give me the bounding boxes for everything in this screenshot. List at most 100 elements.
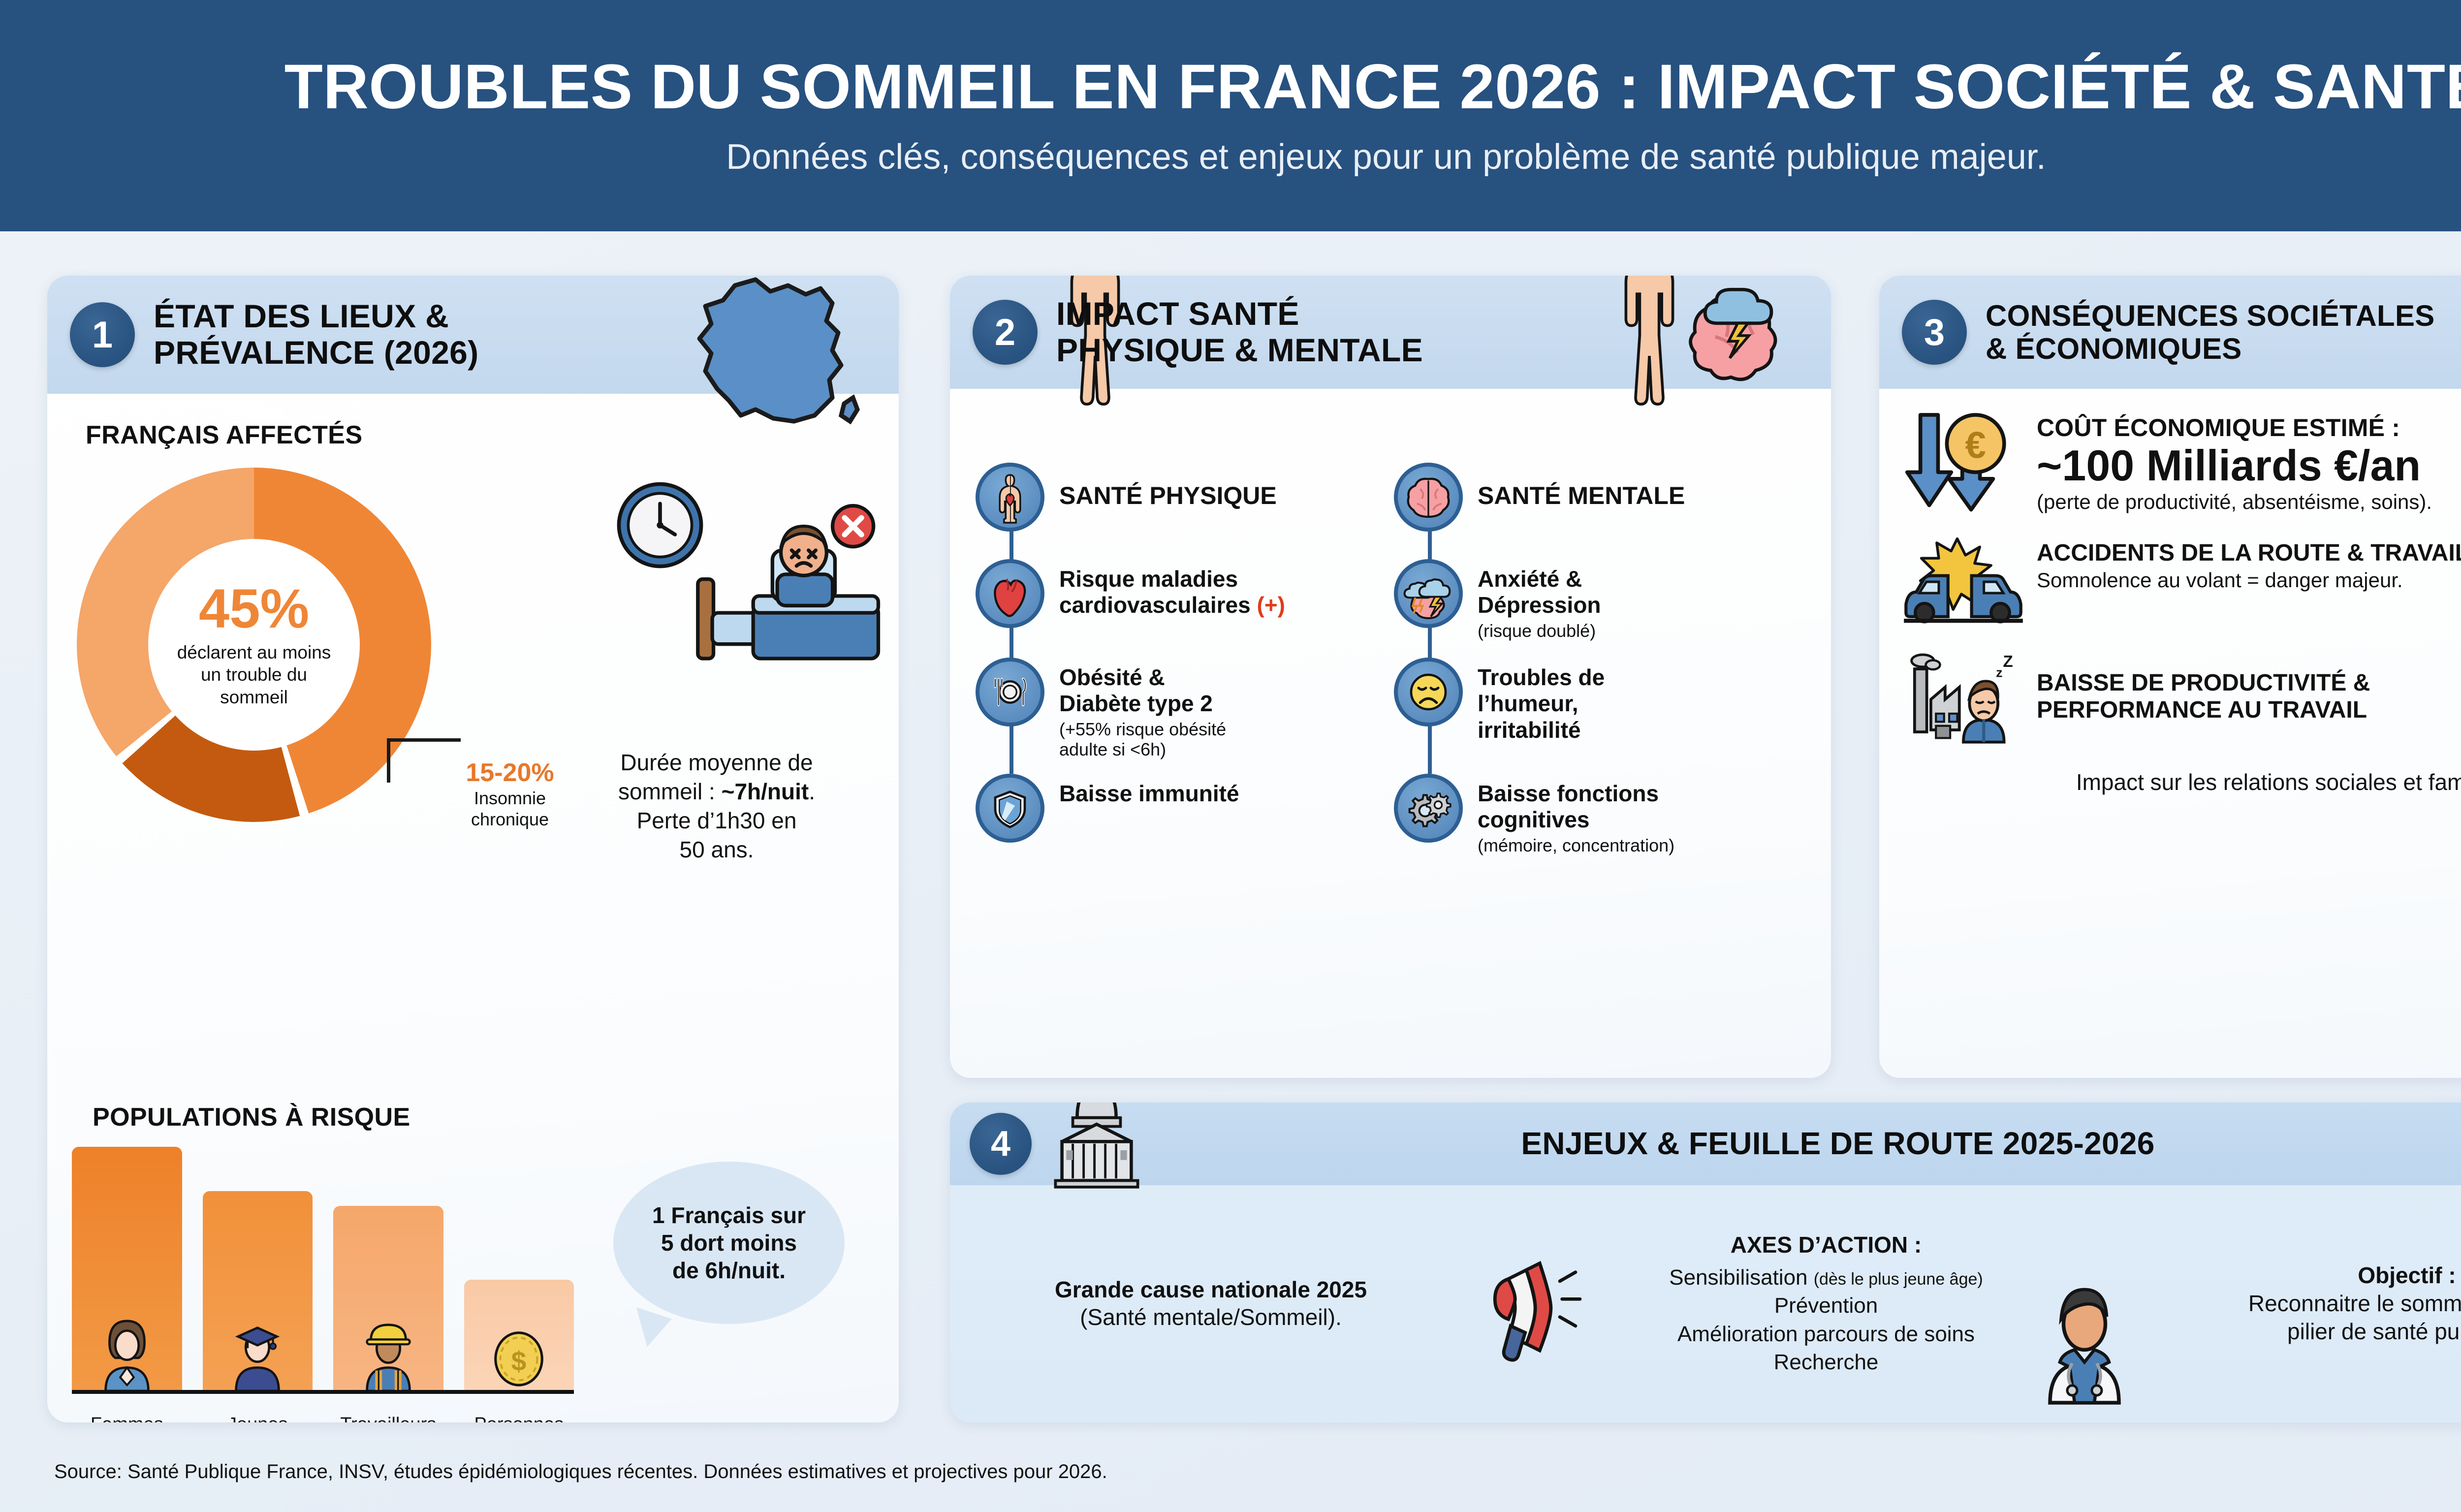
- speech-bubble-stat: 1 Français sur 5 dort moins de 6h/nuit.: [613, 1162, 845, 1324]
- panel4-content: Grande cause nationale 2025 (Santé menta…: [950, 1185, 2461, 1422]
- svg-text:$: $: [511, 1346, 527, 1377]
- row-accidents: ACCIDENTS DE LA ROUTE & TRAVAIL (+) Somn…: [1902, 536, 2461, 630]
- donut-center-value: 45%: [198, 578, 310, 640]
- productivity-label: BAISSE DE PRODUCTIVITÉ & PERFORMANCE AU T…: [2037, 670, 2370, 724]
- coin-icon: $: [489, 1327, 548, 1391]
- item-obesity-text: Obésité & Diabète type 2 (+55% risque obé…: [1059, 658, 1350, 760]
- panel3-title: CONSÉQUENCES SOCIÉTALES & ÉCONOMIQUES: [1986, 299, 2435, 365]
- clock-icon: [613, 478, 707, 572]
- item-cognitive: Baisse fonctions cognitives (mémoire, con…: [1379, 774, 1768, 867]
- storm-brain-icon: [1394, 559, 1463, 628]
- panel-enjeux-feuille-de-route: 4 ENJEUX & FEUILLE DE ROUTE 2025-2026: [950, 1102, 2461, 1422]
- axes-item-prevention: Prévention: [1774, 1293, 1878, 1318]
- item-cognitive-note: (mémoire, concentration): [1478, 835, 1675, 855]
- france-map-icon: [682, 276, 864, 436]
- item-mood: Troubles de l’humeur, irritabilité: [1379, 658, 1768, 774]
- economic-cost-value: ~100 Milliards €/an: [2037, 441, 2421, 490]
- bar-chart-x-labels: Femmes Jeunes(18-24 ans) Travailleurspos…: [72, 1414, 574, 1422]
- economic-cost-note: (perte de productivité, absentéisme, soi…: [2037, 490, 2432, 514]
- woman-avatar-icon: [97, 1317, 157, 1392]
- svg-text:€: €: [1965, 424, 1986, 466]
- objectif-text: Reconnaitre le sommeil commepilier de sa…: [2248, 1290, 2461, 1344]
- panel1-section1-label: FRANÇAIS AFFECTÉS: [86, 421, 363, 449]
- panel1-header: 1 ÉTAT DES LIEUX & PRÉVALENCE (2026): [47, 276, 899, 425]
- objectif-heading: Objectif :: [2358, 1262, 2456, 1289]
- bar-label-precaires: Personnesprécaires: [464, 1414, 574, 1422]
- panel-etat-des-lieux: 1 ÉTAT DES LIEUX & PRÉVALENCE (2026) FRAN…: [47, 276, 899, 1422]
- body-silhouette-left-icon: [1053, 276, 1137, 433]
- physical-health-heading: SANTÉ PHYSIQUE: [1059, 482, 1277, 509]
- item-cardiovascular: Risque maladies cardiovasculaires (+): [961, 559, 1350, 658]
- brain-storm-icon: [1683, 281, 1797, 384]
- grande-cause-note: (Santé mentale/Sommeil).: [1080, 1304, 1342, 1330]
- body-silhouette-right-icon: [1608, 276, 1691, 433]
- economic-cost-label: COÛT ÉCONOMIQUE ESTIMÉ :: [2037, 414, 2400, 441]
- panel1-title: ÉTAT DES LIEUX & PRÉVALENCE (2026): [154, 298, 479, 371]
- bar-chart-bars: $: [72, 1147, 574, 1393]
- panel1-section2-label: POPULATIONS À RISQUE: [93, 1103, 410, 1132]
- physical-health-heading-row: SANTÉ PHYSIQUE: [961, 463, 1350, 594]
- axes-item-sensibilisation-detail: (dès le plus jeune âge): [1813, 1270, 1983, 1289]
- row-economic-cost: € COÛT ÉCONOMIQUE ESTIMÉ : ~100 Milliard…: [1902, 410, 2461, 514]
- panel4-col-objectif: Objectif : Reconnaitre le sommeil commep…: [2048, 1262, 2461, 1405]
- panel-consequences-societales: 3 CONSÉQUENCES SOCIÉTALES & ÉCONOMIQUES: [1879, 276, 2461, 1078]
- gears-icon: [1394, 774, 1463, 843]
- grande-cause-title: Grande cause nationale 2025: [1054, 1276, 1367, 1302]
- mental-health-heading-row: SANTÉ MENTALE: [1379, 463, 1768, 594]
- factory-sleepy-worker-icon: z Z: [1902, 653, 2020, 746]
- panel3-number-badge: 3: [1902, 300, 1967, 365]
- donut-leader-line: [387, 738, 461, 783]
- donut-callout-label: Insomnie chronique: [471, 788, 549, 830]
- panel4-col-grande-cause: Grande cause nationale 2025 (Santé menta…: [950, 1276, 1472, 1331]
- svg-text:z: z: [1996, 665, 2002, 680]
- person-in-bed-icon: [687, 504, 894, 669]
- doctor-icon: [2028, 1280, 2141, 1405]
- productivity-text: BAISSE DE PRODUCTIVITÉ & PERFORMANCE AU T…: [2037, 653, 2370, 724]
- plate-cutlery-icon: [976, 658, 1044, 726]
- speech-bubble-text: 1 Français sur 5 dort moins de 6h/nuit.: [652, 1202, 806, 1284]
- axes-action-list: Sensibilisation (dès le plus jeune âge) …: [1541, 1263, 2112, 1376]
- timeline-line: [1428, 497, 1432, 594]
- accidents-text: ACCIDENTS DE LA ROUTE & TRAVAIL (+) Somn…: [2037, 536, 2461, 592]
- panel4-number-badge: 4: [970, 1113, 1032, 1175]
- item-obesity-note: (+55% risque obésité adulte si <6h): [1059, 719, 1227, 760]
- page-title: TROUBLES DU SOMMEIL EN FRANCE 2026 : IMP…: [284, 51, 2461, 122]
- donut-center-sublabel: déclarent au moins un trouble du sommeil: [177, 642, 331, 707]
- panel3-header: 3 CONSÉQUENCES SOCIÉTALES & ÉCONOMIQUES: [1879, 276, 2461, 389]
- item-cognitive-text: Baisse fonctions cognitives (mémoire, con…: [1478, 774, 1768, 855]
- panel4-header: 4 ENJEUX & FEUILLE DE ROUTE 2025-2026: [950, 1102, 2461, 1189]
- car-crash-icon: [1902, 536, 2023, 630]
- accidents-label: ACCIDENTS DE LA ROUTE & TRAVAIL (+): [2037, 540, 2461, 567]
- item-cognitive-title: Baisse fonctions cognitives: [1478, 781, 1659, 833]
- item-anxiety-note: (risque doublé): [1478, 620, 1596, 641]
- bar-travailleurs-postes: [333, 1206, 443, 1393]
- row-productivity: z Z BAISSE DE PRODUCTIVITÉ & PERFORMANCE …: [1902, 653, 2461, 746]
- panel4-title: ENJEUX & FEUILLE DE ROUTE 2025-2026: [1521, 1126, 2155, 1162]
- plus-badge: (+): [1257, 592, 1285, 618]
- bar-label-travailleurs: Travailleurspostés: [333, 1414, 443, 1422]
- bar-jeunes: [202, 1191, 313, 1393]
- donut-chart: 45% déclarent au moins un trouble du somme…: [77, 468, 431, 822]
- megaphone-icon: [1482, 1254, 1605, 1362]
- economic-cost-text: COÛT ÉCONOMIQUE ESTIMÉ : ~100 Milliards …: [2037, 410, 2432, 514]
- sleep-duration-note: Durée moyenne de sommeil : ~7h/nuit. Perte…: [618, 750, 815, 862]
- item-obesity-diabetes: Obésité & Diabète type 2 (+55% risque obé…: [961, 658, 1350, 774]
- panel1-number-badge: 1: [70, 302, 135, 367]
- parliament-building-icon: [1042, 1102, 1151, 1190]
- worker-avatar-icon: [359, 1317, 418, 1392]
- panel2-number-badge: 2: [973, 300, 1038, 365]
- item-cardiovascular-title: Risque maladies cardiovasculaires (+): [1059, 566, 1285, 618]
- item-immunity: Baisse immunité: [961, 774, 1350, 850]
- item-anxiety-title: Anxiété & Dépression: [1478, 566, 1601, 618]
- item-obesity-title: Obésité & Diabète type 2: [1059, 664, 1213, 717]
- item-immunity-text: Baisse immunité: [1059, 774, 1350, 807]
- student-avatar-icon: [228, 1317, 287, 1392]
- brain-icon: [1394, 463, 1463, 532]
- item-cardiovascular-text: Risque maladies cardiovasculaires (+): [1059, 559, 1350, 619]
- bar-chart-axis: [72, 1390, 574, 1394]
- donut-center: 45% déclarent au moins un trouble du somme…: [148, 539, 360, 751]
- donut-callout-value: 15-20%: [466, 758, 554, 787]
- axes-action-heading: AXES D’ACTION :: [1730, 1232, 1922, 1258]
- bar-label-femmes: Femmes: [72, 1414, 182, 1422]
